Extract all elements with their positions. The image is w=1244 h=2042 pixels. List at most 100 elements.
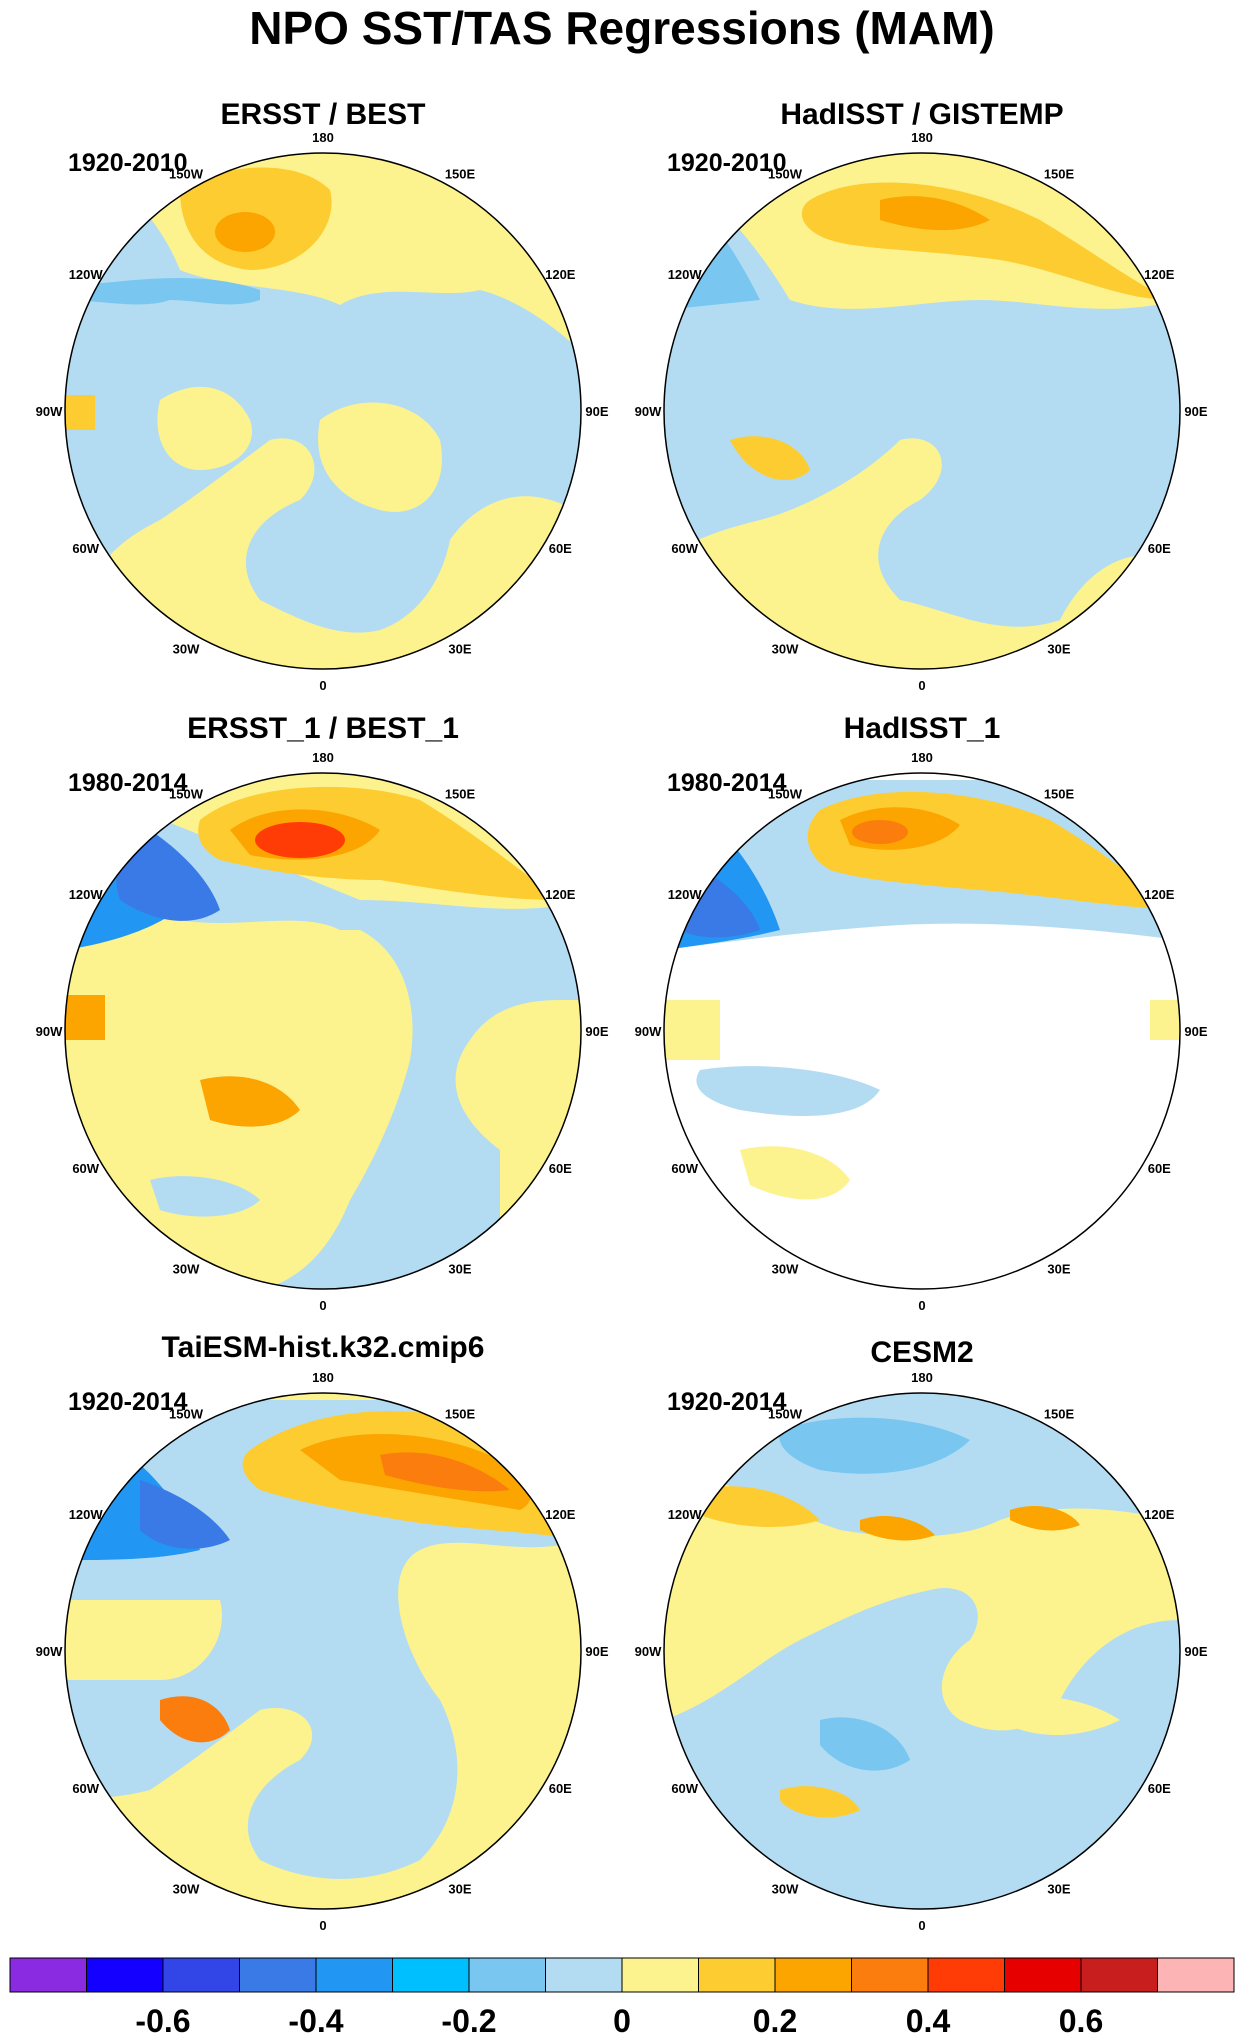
longitude-label: 60E bbox=[1148, 541, 1171, 556]
longitude-label: 0 bbox=[918, 678, 925, 693]
longitude-label: 90W bbox=[36, 404, 63, 419]
longitude-label: 90W bbox=[635, 1644, 662, 1659]
longitude-label: 120E bbox=[1144, 887, 1175, 902]
colorbar-tick-label: 0.4 bbox=[906, 2003, 951, 2039]
regression-field bbox=[65, 1393, 581, 1909]
longitude-label: 90W bbox=[635, 1024, 662, 1039]
longitude-label: 150W bbox=[768, 167, 803, 182]
longitude-label: 90E bbox=[585, 1644, 608, 1659]
longitude-label: 90W bbox=[635, 404, 662, 419]
longitude-label: 30W bbox=[772, 641, 799, 656]
longitude-label: 120W bbox=[668, 887, 703, 902]
longitude-label: 120E bbox=[1144, 1507, 1175, 1522]
longitude-label: 150W bbox=[768, 787, 803, 802]
colorbar-box bbox=[162, 1957, 240, 1993]
map-panel-4: HadISST_1 1980-2014 bbox=[663, 712, 1181, 1290]
longitude-labels: 180 150E 120E 90E 60E 30E 0 30W 60W 90W 120W 150W 18… bbox=[36, 130, 1208, 1933]
longitude-label: 0 bbox=[319, 1298, 326, 1313]
longitude-label: 60E bbox=[549, 541, 572, 556]
colorbar-tick-label: 0 bbox=[613, 2003, 631, 2039]
longitude-label: 60W bbox=[72, 1781, 99, 1796]
longitude-label: 150W bbox=[169, 1407, 204, 1422]
colorbar-tick-label: -0.2 bbox=[441, 2003, 496, 2039]
longitude-label: 60E bbox=[1148, 1781, 1171, 1796]
longitude-label: 120W bbox=[69, 1507, 104, 1522]
colorbar-box bbox=[1080, 1957, 1158, 1993]
longitude-label: 150W bbox=[768, 1407, 803, 1422]
colorbar-box bbox=[86, 1957, 164, 1993]
colorbar-box bbox=[545, 1957, 623, 1993]
longitude-label: 150E bbox=[1044, 167, 1075, 182]
regression-field bbox=[65, 153, 581, 669]
longitude-label: 30E bbox=[1047, 1261, 1070, 1276]
colorbar-box bbox=[1004, 1957, 1082, 1993]
longitude-label: 150E bbox=[1044, 787, 1075, 802]
longitude-label: 180 bbox=[312, 130, 334, 145]
map-panel-6: CESM2 1920-2014 bbox=[663, 1336, 1181, 1910]
panel-period: 1920-2014 bbox=[667, 1388, 787, 1416]
longitude-label: 90E bbox=[585, 1024, 608, 1039]
map-boundary bbox=[64, 152, 582, 670]
panel-title: HadISST / GISTEMP bbox=[780, 98, 1063, 131]
longitude-label: 120W bbox=[668, 267, 703, 282]
longitude-label: 150E bbox=[445, 167, 476, 182]
regression-field bbox=[664, 153, 1180, 669]
longitude-label: 60E bbox=[1148, 1161, 1171, 1176]
longitude-label: 60W bbox=[671, 1161, 698, 1176]
map-panel-2: HadISST / GISTEMP 1920-2010 bbox=[663, 98, 1181, 670]
colorbar-tick-label: -0.4 bbox=[288, 2003, 343, 2039]
longitude-label: 30E bbox=[448, 641, 471, 656]
longitude-label: 150E bbox=[445, 1407, 476, 1422]
main-title: NPO SST/TAS Regressions (MAM) bbox=[249, 2, 994, 54]
longitude-label: 30E bbox=[448, 1261, 471, 1276]
longitude-label: 150E bbox=[445, 787, 476, 802]
panel-title: CESM2 bbox=[870, 1336, 973, 1369]
colorbar-box bbox=[774, 1957, 852, 1993]
longitude-label: 120W bbox=[69, 267, 104, 282]
panel-period: 1920-2014 bbox=[68, 1388, 188, 1416]
colorbar-labels: -0.6 -0.4 -0.2 0 0.2 0.4 0.6 bbox=[135, 2003, 1103, 2039]
panel-period: 1980-2014 bbox=[667, 769, 787, 797]
colorbar-box bbox=[851, 1957, 929, 1993]
longitude-label: 180 bbox=[312, 1370, 334, 1385]
map-boundary bbox=[64, 1392, 582, 1910]
longitude-label: 180 bbox=[911, 750, 933, 765]
map-boundary bbox=[663, 152, 1181, 670]
panel-title: HadISST_1 bbox=[844, 712, 1001, 745]
colorbar-tick-label: -0.6 bbox=[135, 2003, 190, 2039]
longitude-label: 180 bbox=[312, 750, 334, 765]
longitude-label: 30W bbox=[173, 641, 200, 656]
longitude-label: 90E bbox=[1184, 1024, 1207, 1039]
colorbar-box bbox=[315, 1957, 393, 1993]
map-panel-3: ERSST_1 / BEST_1 1980-2014 bbox=[64, 712, 582, 1290]
regression-field bbox=[65, 773, 581, 1289]
longitude-label: 0 bbox=[319, 678, 326, 693]
longitude-label: 30W bbox=[173, 1881, 200, 1896]
longitude-label: 30W bbox=[772, 1881, 799, 1896]
colorbar-box bbox=[9, 1957, 87, 1993]
longitude-label: 120W bbox=[69, 887, 104, 902]
colorbar-box bbox=[698, 1957, 776, 1993]
longitude-label: 90W bbox=[36, 1024, 63, 1039]
colorbar: -0.6 -0.4 -0.2 0 0.2 0.4 0.6 bbox=[9, 1957, 1235, 2039]
longitude-label: 60W bbox=[671, 1781, 698, 1796]
longitude-label: 90E bbox=[585, 404, 608, 419]
longitude-label: 30E bbox=[448, 1881, 471, 1896]
panel-title: ERSST_1 / BEST_1 bbox=[187, 712, 459, 745]
longitude-label: 30E bbox=[1047, 641, 1070, 656]
longitude-label: 30W bbox=[173, 1261, 200, 1276]
colorbar-box bbox=[1157, 1957, 1235, 1993]
longitude-label: 0 bbox=[319, 1918, 326, 1933]
map-panel-1: ERSST / BEST 1920-2010 bbox=[64, 98, 582, 670]
colorbar-tick-label: 0.6 bbox=[1059, 2003, 1103, 2039]
map-boundary bbox=[64, 772, 582, 1290]
colorbar-box bbox=[239, 1957, 317, 1993]
longitude-label: 30W bbox=[772, 1261, 799, 1276]
longitude-label: 120E bbox=[1144, 267, 1175, 282]
longitude-label: 0 bbox=[918, 1918, 925, 1933]
longitude-label: 180 bbox=[911, 130, 933, 145]
longitude-label: 150W bbox=[169, 167, 204, 182]
map-boundary bbox=[663, 1392, 1181, 1910]
colorbar-box bbox=[621, 1957, 699, 1993]
